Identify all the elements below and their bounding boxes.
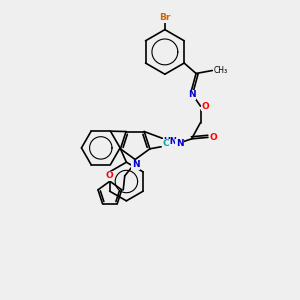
- Text: N: N: [188, 90, 195, 99]
- Text: C: C: [163, 139, 169, 148]
- Text: O: O: [106, 171, 114, 180]
- Text: O: O: [209, 133, 217, 142]
- Text: Br: Br: [159, 13, 170, 22]
- Text: N: N: [176, 139, 183, 148]
- Text: N: N: [132, 160, 140, 169]
- Text: HN: HN: [163, 137, 177, 146]
- Text: CH₃: CH₃: [214, 66, 228, 75]
- Text: O: O: [202, 102, 209, 111]
